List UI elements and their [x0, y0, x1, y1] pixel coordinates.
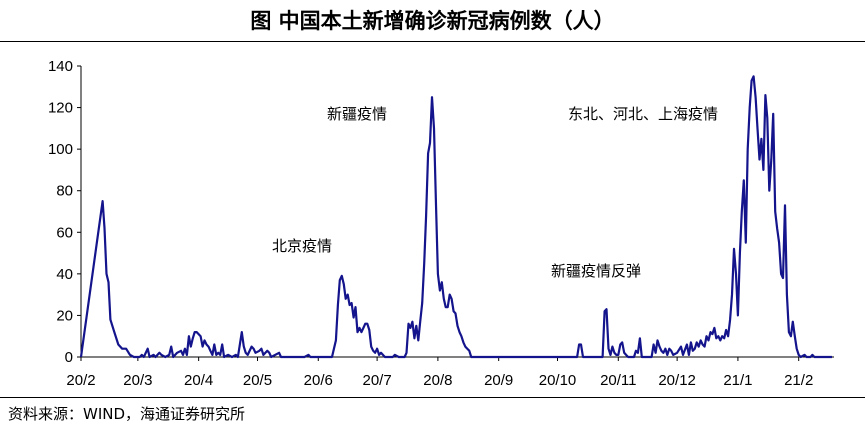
- y-tick-label: 80: [56, 183, 73, 200]
- chart-axes: [77, 65, 834, 361]
- x-tick-label: 20/11: [600, 372, 636, 389]
- x-tick-label: 20/6: [304, 372, 333, 389]
- y-tick-label: 60: [56, 224, 73, 241]
- annotation-label: 新疆疫情反弹: [551, 262, 641, 280]
- y-tick-label: 20: [56, 307, 73, 324]
- x-tick-label: 20/2: [66, 372, 95, 389]
- x-tick-label: 20/4: [184, 372, 213, 389]
- x-tick-label: 20/9: [484, 372, 513, 389]
- y-tick-label: 140: [48, 58, 73, 75]
- x-tick-label: 21/1: [723, 372, 752, 389]
- tick-labels: 0 20 40 60 80 100 120 140 20/2 20/3 20/4 20/5 20/6 20…: [48, 58, 813, 389]
- x-tick-label: 21/2: [784, 372, 813, 389]
- source-divider: [0, 397, 865, 398]
- y-tick-label: 100: [48, 141, 73, 158]
- source-note: 资料来源：WIND，海通证券研究所: [8, 405, 246, 423]
- plot-area: [79, 75, 832, 359]
- x-tick-label: 20/3: [123, 372, 152, 389]
- annotation-label: 东北、河北、上海疫情: [568, 105, 718, 123]
- x-tick-label: 20/12: [658, 372, 696, 389]
- series-line: [79, 75, 832, 359]
- y-tick-label: 120: [48, 100, 73, 117]
- x-tick-label: 20/7: [363, 372, 392, 389]
- annotation-label: 新疆疫情: [327, 105, 387, 123]
- x-tick-label: 20/10: [539, 372, 577, 389]
- y-tick-label: 40: [56, 266, 73, 283]
- annotation-label: 北京疫情: [272, 237, 332, 255]
- chart-title: 图 中国本土新增确诊新冠病例数（人）: [250, 8, 615, 33]
- y-tick-label: 0: [65, 349, 73, 366]
- x-tick-label: 20/5: [243, 372, 272, 389]
- line-chart: 0 20 40 60 80 100 120 140 20/2 20/3 20/4 20/5 20/6 20…: [48, 58, 834, 389]
- x-tick-label: 20/8: [423, 372, 452, 389]
- title-divider: [0, 41, 865, 42]
